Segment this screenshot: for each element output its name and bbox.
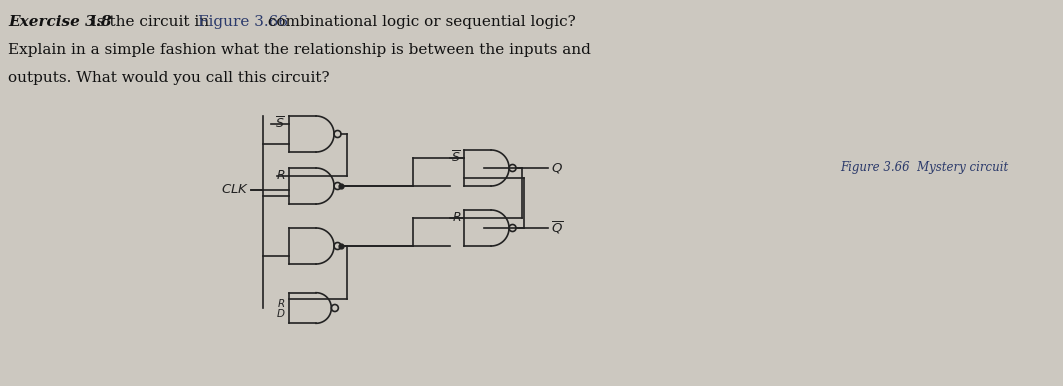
- Text: combinational logic or sequential logic?: combinational logic or sequential logic?: [263, 15, 576, 29]
- Text: $R$: $R$: [276, 169, 286, 183]
- Text: Figure 3.66  Mystery circuit: Figure 3.66 Mystery circuit: [840, 161, 1008, 174]
- Text: outputs. What would you call this circuit?: outputs. What would you call this circui…: [9, 71, 330, 85]
- Text: Figure 3.66: Figure 3.66: [198, 15, 288, 29]
- Text: $R$: $R$: [452, 212, 461, 224]
- Text: Explain in a simple fashion what the relationship is between the inputs and: Explain in a simple fashion what the rel…: [9, 43, 591, 57]
- Text: Is the circuit in: Is the circuit in: [86, 15, 214, 29]
- Text: $\overline{S}$: $\overline{S}$: [451, 150, 461, 166]
- Text: $\overline{S}$: $\overline{S}$: [275, 116, 285, 132]
- Text: $Q$: $Q$: [551, 161, 563, 175]
- Text: $R$: $R$: [276, 297, 285, 309]
- Text: Exercise 3.8: Exercise 3.8: [9, 15, 112, 29]
- Text: $D$: $D$: [275, 307, 285, 319]
- Text: $\overline{Q}$: $\overline{Q}$: [551, 220, 563, 236]
- Text: $CLK$: $CLK$: [221, 183, 249, 196]
